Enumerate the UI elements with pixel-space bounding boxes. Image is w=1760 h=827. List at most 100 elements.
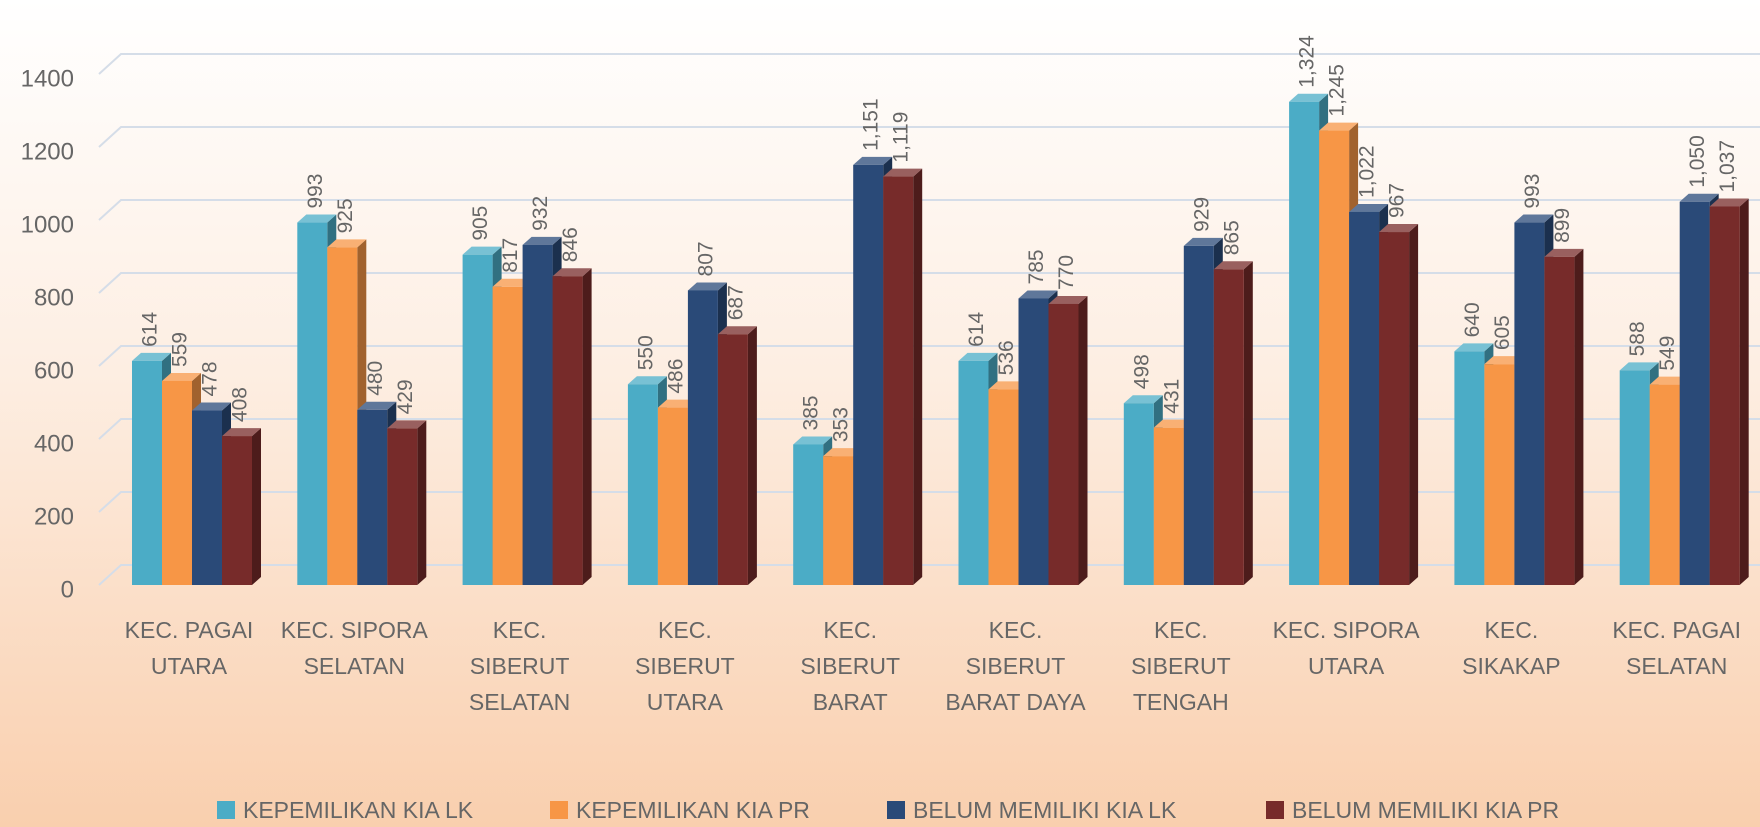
value-label: 559 [169, 332, 192, 367]
bar [1649, 384, 1680, 585]
bar [297, 222, 328, 585]
legend-swatch [217, 801, 235, 819]
bar [522, 244, 553, 585]
legend-label: BELUM MEMILIKI KIA LK [913, 797, 1177, 823]
bar [657, 407, 688, 585]
bar-top [793, 436, 833, 445]
bar-top [1484, 356, 1524, 365]
y-tick-label: 1200 [21, 138, 74, 165]
value-label: 480 [364, 361, 387, 396]
value-label: 605 [1491, 315, 1514, 350]
bar [1679, 201, 1710, 585]
y-tick-label: 600 [34, 357, 74, 384]
legend-swatch [1266, 801, 1284, 819]
bar-top [492, 278, 532, 287]
value-label: 993 [1521, 174, 1544, 209]
bar-top [958, 352, 998, 361]
bar-top [327, 239, 367, 248]
bar-top [687, 282, 727, 291]
bar-top [1183, 237, 1223, 246]
value-label: 993 [304, 174, 327, 209]
bar-top [1289, 93, 1329, 102]
legend-label: KEPEMILIKAN KIA PR [576, 797, 810, 823]
bar-top [1349, 203, 1389, 212]
value-label: 478 [199, 361, 222, 396]
bar-top [297, 214, 337, 223]
grid-line [98, 53, 1760, 75]
y-tick-label: 1400 [21, 65, 74, 92]
y-tick-label: 800 [34, 284, 74, 311]
bar [192, 410, 222, 585]
value-label: 1,022 [1356, 145, 1379, 198]
grid-line [98, 126, 1760, 148]
bar-top [1544, 248, 1584, 257]
value-label: 588 [1626, 321, 1649, 356]
bar-side [417, 420, 427, 585]
x-tick-label: KEC. PAGAI UTARA [124, 617, 254, 679]
value-label: 785 [1025, 249, 1048, 284]
y-tick-label: 400 [34, 430, 74, 457]
bar [357, 409, 388, 585]
bar [958, 360, 989, 585]
bar-side [1409, 224, 1419, 586]
bar-top [988, 381, 1028, 390]
bar [462, 254, 493, 586]
bar-top [1619, 362, 1659, 371]
x-tick-label: KEC. SIPORA UTARA [1272, 617, 1420, 679]
legend-label: KEPEMILIKAN KIA LK [243, 797, 474, 823]
bar [387, 428, 418, 585]
value-label: 1,324 [1296, 35, 1319, 88]
bar [492, 286, 523, 585]
bar-top [1454, 343, 1494, 352]
legend-swatch [550, 801, 568, 819]
x-tick-label: KEC. SIBERUT BARAT DAYA [945, 617, 1086, 715]
value-label: 431 [1160, 379, 1183, 414]
bar-side [1739, 198, 1749, 585]
bar [552, 276, 583, 585]
bar-top [1649, 376, 1689, 385]
value-label: 408 [229, 387, 252, 422]
x-tick-label: KEC. SIBERUT UTARA [635, 617, 735, 715]
value-label: 353 [830, 407, 853, 442]
value-label: 1,245 [1326, 64, 1349, 117]
bar [1349, 211, 1380, 585]
x-tick-label: KEC. SIBERUT TENGAH [1130, 617, 1231, 715]
value-label: 770 [1055, 255, 1078, 290]
value-label: 1,119 [890, 112, 913, 163]
bar-top [1048, 295, 1088, 304]
bar-side [1574, 248, 1584, 586]
legend-label: BELUM MEMILIKI KIA PR [1292, 797, 1559, 823]
bar [1709, 206, 1740, 585]
bar-top [853, 156, 893, 165]
value-label: 1,037 [1716, 140, 1739, 193]
bar-side [582, 268, 592, 585]
bar [1213, 269, 1244, 585]
value-label: 640 [1461, 302, 1484, 337]
bar [1379, 232, 1410, 586]
value-label: 550 [634, 335, 657, 370]
bar [823, 456, 854, 585]
value-label: 807 [694, 241, 717, 276]
value-label: 1,151 [860, 98, 883, 151]
bar-side [747, 326, 757, 585]
bar [1289, 101, 1320, 586]
value-label: 865 [1220, 220, 1243, 255]
bar-side [913, 168, 923, 585]
value-label: 905 [469, 206, 492, 241]
bar-top [222, 428, 261, 437]
bar-top [552, 268, 592, 277]
bar [1153, 427, 1184, 585]
value-label: 486 [664, 359, 687, 394]
bar-side [252, 428, 261, 585]
bar-top [357, 401, 397, 410]
x-tick-label: KEC. SIBERUT SELATAN [468, 617, 571, 715]
bar [883, 176, 914, 585]
bar-top [462, 246, 502, 255]
bar-top [1319, 122, 1359, 131]
bar-side [1078, 295, 1088, 585]
value-label: 614 [965, 312, 988, 347]
bar [1544, 256, 1575, 585]
value-label: 429 [394, 379, 417, 414]
